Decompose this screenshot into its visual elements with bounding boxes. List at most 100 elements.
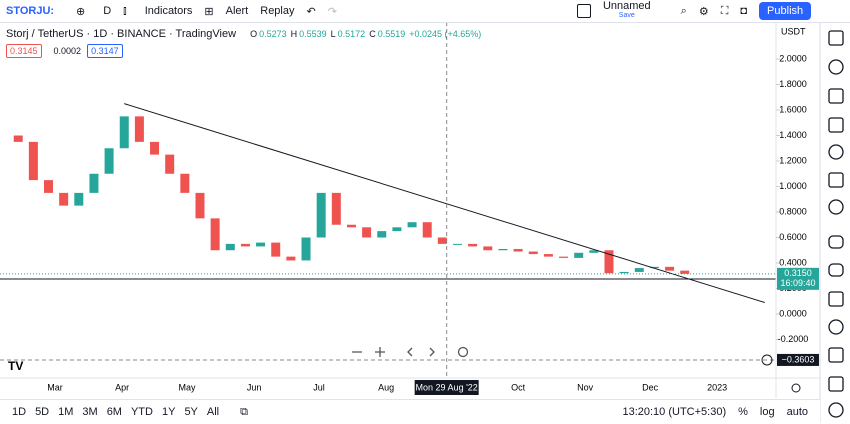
change: +0.0245 (+4.65%) <box>409 29 482 39</box>
candle <box>680 270 690 274</box>
candle <box>44 180 54 193</box>
settings[interactable]: ⚙ <box>698 5 709 18</box>
currency: USDT <box>781 26 806 36</box>
fullscreen[interactable]: ⛶ <box>720 4 729 17</box>
sidebar <box>819 22 844 423</box>
x-tick-label: 2023 <box>707 382 727 392</box>
reset-icon[interactable] <box>457 346 469 358</box>
candle <box>28 141 38 181</box>
candle <box>256 242 266 247</box>
candle <box>619 271 629 274</box>
plus-icon[interactable] <box>761 354 773 366</box>
candle <box>574 252 584 258</box>
symbol[interactable]: STORJU: <box>6 5 55 17</box>
publish[interactable]: Publish <box>759 2 812 20</box>
range-button[interactable]: 3M <box>82 406 98 418</box>
y-tick-label: 0.4000 <box>779 257 807 267</box>
candle <box>483 246 493 251</box>
range-button[interactable]: 1Y <box>161 406 176 418</box>
range-button[interactable]: All <box>206 406 220 418</box>
y-tick-label: 1.4000 <box>779 130 807 140</box>
candle <box>150 141 160 155</box>
range-button[interactable]: YTD <box>130 406 153 418</box>
compare-icon[interactable]: ⧉ <box>240 405 248 418</box>
candle <box>422 222 432 238</box>
candle <box>543 254 553 257</box>
candle <box>195 192 205 219</box>
legend: Storj / TetherUS · 1D · BINANCE · Tradin… <box>6 28 493 40</box>
interval[interactable]: D <box>103 5 112 17</box>
log[interactable]: log <box>759 406 775 418</box>
layout[interactable]: Unnamed Save <box>603 1 651 21</box>
nav-buttons[interactable] <box>352 346 469 358</box>
candle <box>377 231 387 238</box>
x-tick-label: Aug <box>378 382 394 392</box>
candle <box>271 242 281 257</box>
bid[interactable]: 0.3145 <box>6 44 42 58</box>
save[interactable]: Save <box>618 12 635 19</box>
x-tick-label: May <box>178 382 196 392</box>
range-button[interactable]: 5Y <box>184 406 198 418</box>
layout-name[interactable]: Unnamed <box>602 0 651 12</box>
plot <box>0 22 776 378</box>
range-button[interactable]: 5D <box>35 406 50 418</box>
range-button[interactable]: 1M <box>58 406 74 418</box>
last-price-bg <box>777 267 819 290</box>
bottom-toolbar: 1D 5D 1M 3M 6M YTD 1Y 5Y All ⧉ 13:20:10 (UTC+5:3… <box>0 399 820 424</box>
crosshair-y-label: −0.3603 <box>782 354 815 364</box>
candle <box>498 248 508 251</box>
candle <box>362 227 372 238</box>
auto[interactable]: auto <box>786 406 808 418</box>
layouts[interactable]: ⊞ <box>204 5 214 18</box>
candle <box>74 192 84 206</box>
y-tick-label: 2.0000 <box>779 53 807 63</box>
close: 0.5519 <box>377 29 406 39</box>
candle <box>589 250 599 253</box>
candle <box>59 192 69 206</box>
clock: 13:20:10 (UTC+5:30) <box>622 406 727 418</box>
range-button[interactable]: 1D <box>12 406 27 418</box>
candle <box>346 224 356 228</box>
candle <box>286 256 296 261</box>
range-button[interactable]: 6M <box>106 406 122 418</box>
settings-icon[interactable] <box>791 383 801 393</box>
search[interactable]: ⌕ <box>680 4 687 17</box>
undo[interactable]: ↶ <box>306 5 316 18</box>
y-tick-label: 0.0000 <box>779 308 807 318</box>
x-tick-label: Dec <box>642 382 659 392</box>
snapshot[interactable]: ◘ <box>740 5 748 17</box>
candle <box>165 154 175 174</box>
candle <box>559 256 569 258</box>
replay[interactable]: Replay <box>260 5 295 17</box>
indicators[interactable]: Indicators <box>144 5 193 17</box>
y-tick-label: 1.0000 <box>779 181 807 191</box>
x-tick-label: Apr <box>115 382 129 392</box>
quote-boxes: 0.3145 0.0002 0.3147 <box>6 44 135 58</box>
candle <box>649 266 659 269</box>
y-tick-label: -0.2000 <box>778 334 809 344</box>
add-symbol[interactable]: ⊕ <box>76 5 86 18</box>
axes: 2.0000 1.8000 1.6000 1.4000 1.2000 1.0000 0.80… <box>47 26 819 395</box>
countdown: 16:09:40 <box>780 278 815 288</box>
candle <box>453 243 463 245</box>
ranges: 1D 5D 1M 3M 6M YTD 1Y 5Y All <box>12 406 228 418</box>
layout-icon[interactable] <box>576 4 591 18</box>
nav-icons[interactable] <box>352 347 435 357</box>
o-label: O <box>250 29 258 39</box>
redo[interactable]: ↷ <box>327 5 337 18</box>
candle <box>634 268 644 272</box>
ask[interactable]: 0.3147 <box>87 44 123 58</box>
y-tick-label: 0.6000 <box>779 232 807 242</box>
y-tick-label: 1.6000 <box>779 104 807 114</box>
percent[interactable]: % <box>738 406 748 418</box>
high: 0.5539 <box>299 29 327 39</box>
logo: TV <box>8 359 23 373</box>
candle <box>180 173 190 193</box>
candle <box>119 116 129 149</box>
y-tick-label: 0.8000 <box>779 206 807 216</box>
chart-type[interactable]: ⫾ <box>123 4 127 17</box>
crosshair-x-bg <box>414 380 479 395</box>
alert[interactable]: Alert <box>225 5 249 17</box>
candle <box>240 243 250 247</box>
